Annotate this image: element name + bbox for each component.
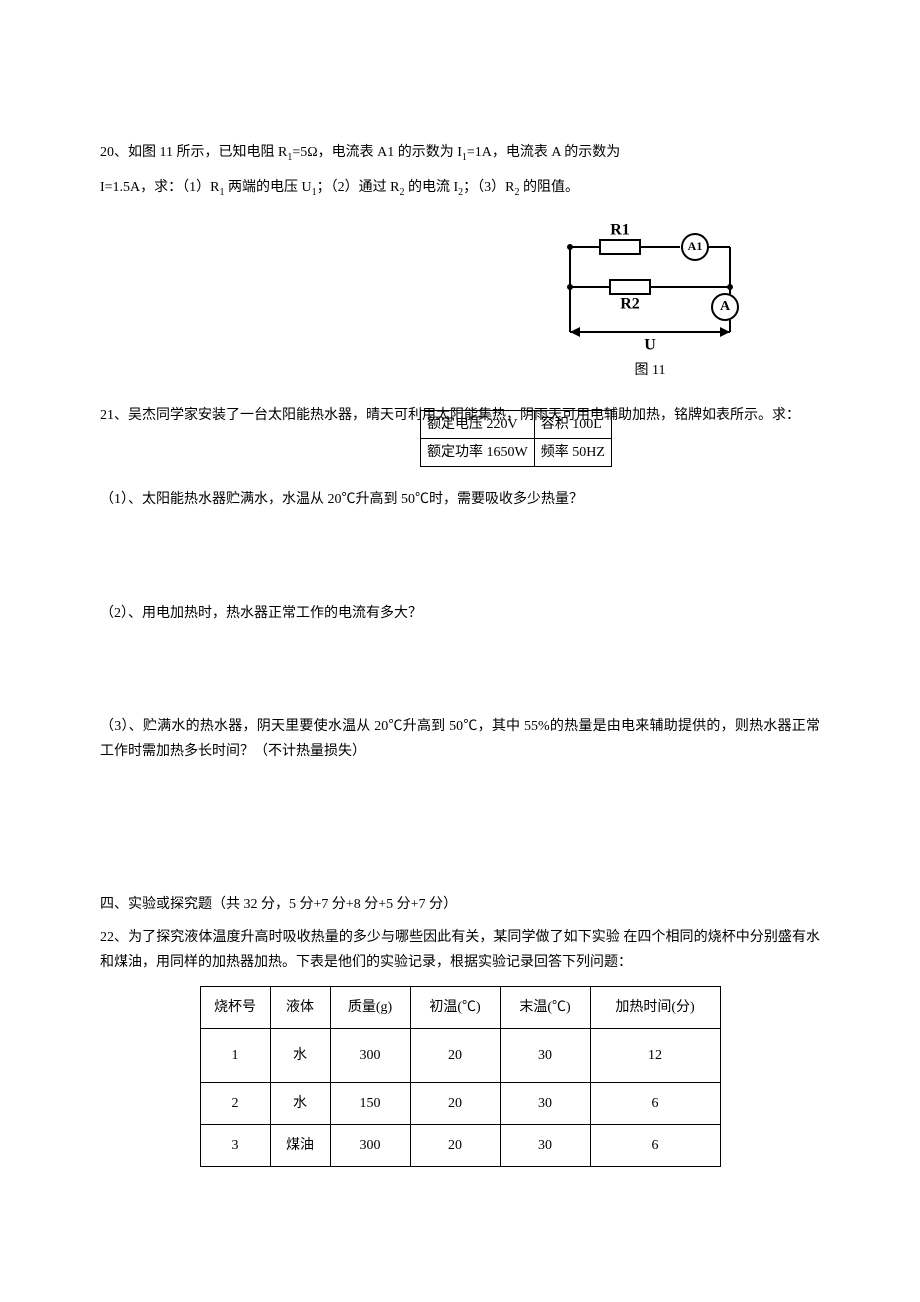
table-row: 3 煤油 300 20 30 6 [200,1125,720,1167]
td: 煤油 [270,1125,330,1167]
q20-text: 的阻值。 [520,180,580,195]
td: 30 [500,1083,590,1125]
table-row: 1 水 300 20 30 12 [200,1028,720,1082]
table-row: 额定电压 220V 容积 100L [421,410,612,438]
th-mass: 质量(g) [330,986,410,1028]
table-header-row: 烧杯号 液体 质量(g) 初温(℃) 末温(℃) 加热时间(分) [200,986,720,1028]
q20-text: =5Ω，电流表 A1 的示数为 I [292,145,462,160]
section4-heading: 四、实验或探究题（共 32 分，5 分+7 分+8 分+5 分+7 分） [100,892,820,917]
q20-line1: 20、如图 11 所示，已知电阻 R1=5Ω，电流表 A1 的示数为 I1=1A… [100,140,820,167]
spec-cell: 额定功率 1650W [421,439,535,467]
td: 6 [590,1125,720,1167]
q20-text: ；（3）R [463,180,514,195]
td: 6 [590,1083,720,1125]
th-final: 末温(℃) [500,986,590,1028]
td: 20 [410,1125,500,1167]
td: 20 [410,1083,500,1125]
q21-p2: （2）、用电加热时，热水器正常工作的电流有多大？ [100,601,820,626]
th-time: 加热时间(分) [590,986,720,1028]
spec-cell: 容积 100L [534,410,611,438]
q21-p1: （1）、太阳能热水器贮满水，水温从 20℃升高到 50℃时，需要吸收多少热量？ [100,487,820,512]
td: 水 [270,1083,330,1125]
table-row: 2 水 150 20 30 6 [200,1083,720,1125]
table-row: 额定功率 1650W 频率 50HZ [421,439,612,467]
q20-text: 的电流 I [404,180,458,195]
q21-p3: （3）、贮满水的热水器，阴天里要使水温从 20℃升高到 50℃，其中 55%的热… [100,714,820,764]
q22-intro: 22、为了探究液体温度升高时吸收热量的多少与哪些因此有关，某同学做了如下实验 在… [100,925,820,975]
spec-cell: 频率 50HZ [534,439,611,467]
q20-line2: I=1.5A，求：（1）R1 两端的电压 U1；（2）通过 R2 的电流 I2；… [100,175,820,202]
q20-text: =1A，电流表 A 的示数为 [467,145,620,160]
q20-text: ；（2）通过 R [317,180,400,195]
svg-text:A: A [720,299,731,314]
figure-caption: 图 11 [550,358,750,383]
th-beaker: 烧杯号 [200,986,270,1028]
td: 150 [330,1083,410,1125]
q20-text: 20、如图 11 所示，已知电阻 R [100,145,287,160]
spec-cell: 额定电压 220V [421,410,535,438]
td: 300 [330,1125,410,1167]
td: 30 [500,1028,590,1082]
svg-text:U: U [644,336,656,351]
th-liquid: 液体 [270,986,330,1028]
circuit-diagram: R1 A1 R2 A U [550,212,750,352]
q20-text: 两端的电压 U [225,180,312,195]
th-initial: 初温(℃) [410,986,500,1028]
svg-text:R2: R2 [620,295,640,312]
svg-text:A1: A1 [688,238,703,252]
svg-text:R1: R1 [610,221,630,238]
td: 20 [410,1028,500,1082]
experiment-table: 烧杯号 液体 质量(g) 初温(℃) 末温(℃) 加热时间(分) 1 水 300… [200,986,721,1168]
td: 300 [330,1028,410,1082]
spec-table: 额定电压 220V 容积 100L 额定功率 1650W 频率 50HZ [420,410,612,467]
td: 1 [200,1028,270,1082]
q20-text: I=1.5A，求：（1）R [100,180,220,195]
td: 水 [270,1028,330,1082]
td: 30 [500,1125,590,1167]
td: 2 [200,1083,270,1125]
td: 12 [590,1028,720,1082]
td: 3 [200,1125,270,1167]
circuit-figure: R1 A1 R2 A U 图 11 [100,212,750,383]
